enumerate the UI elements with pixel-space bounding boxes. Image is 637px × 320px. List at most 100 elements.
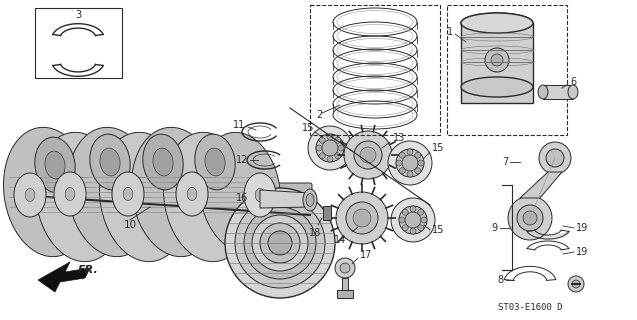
Circle shape	[402, 209, 408, 215]
Text: 6: 6	[570, 77, 576, 87]
Text: 9: 9	[491, 223, 497, 233]
Ellipse shape	[205, 148, 225, 176]
Circle shape	[418, 209, 424, 215]
Circle shape	[391, 198, 435, 242]
Circle shape	[568, 276, 584, 292]
Bar	[310, 5, 440, 135]
Text: 15: 15	[432, 225, 445, 235]
Circle shape	[344, 131, 392, 179]
Bar	[323, 206, 331, 220]
Circle shape	[421, 217, 427, 223]
Circle shape	[418, 160, 424, 166]
Bar	[461, 23, 533, 103]
Text: 11: 11	[233, 120, 245, 130]
Circle shape	[327, 156, 333, 162]
Ellipse shape	[65, 188, 75, 201]
Text: 12: 12	[236, 155, 248, 165]
Circle shape	[338, 145, 344, 151]
Text: 19: 19	[576, 223, 588, 233]
Ellipse shape	[306, 194, 314, 206]
Circle shape	[407, 149, 413, 155]
Ellipse shape	[131, 127, 220, 257]
Text: 13: 13	[393, 133, 405, 143]
Ellipse shape	[90, 134, 130, 190]
Circle shape	[402, 225, 408, 231]
Circle shape	[335, 258, 355, 278]
Text: ST03-E1600 D: ST03-E1600 D	[497, 303, 562, 313]
Circle shape	[327, 134, 333, 140]
Circle shape	[336, 192, 388, 244]
Polygon shape	[38, 262, 90, 292]
Circle shape	[508, 196, 552, 240]
Circle shape	[399, 206, 427, 234]
Circle shape	[235, 198, 325, 288]
Ellipse shape	[176, 172, 208, 216]
Circle shape	[225, 188, 335, 298]
Bar	[35, 8, 122, 78]
Circle shape	[353, 209, 371, 227]
Circle shape	[399, 217, 405, 223]
Ellipse shape	[143, 134, 183, 190]
Ellipse shape	[461, 77, 533, 97]
Circle shape	[546, 149, 564, 167]
Circle shape	[517, 205, 543, 231]
Text: 7: 7	[502, 157, 508, 167]
Bar	[447, 5, 567, 135]
Ellipse shape	[568, 85, 578, 99]
Circle shape	[252, 215, 308, 271]
Text: 18: 18	[309, 228, 321, 238]
Ellipse shape	[244, 173, 276, 217]
Ellipse shape	[461, 13, 533, 33]
Circle shape	[399, 168, 405, 174]
Circle shape	[396, 149, 424, 177]
Text: 2: 2	[316, 110, 322, 120]
Polygon shape	[260, 190, 310, 208]
Text: FR.: FR.	[78, 265, 99, 275]
Circle shape	[319, 153, 326, 159]
Ellipse shape	[112, 172, 144, 216]
Ellipse shape	[54, 172, 86, 216]
Ellipse shape	[255, 188, 265, 202]
Circle shape	[340, 263, 350, 273]
Text: 17: 17	[360, 250, 373, 260]
Ellipse shape	[14, 173, 46, 217]
Ellipse shape	[195, 134, 235, 190]
Circle shape	[335, 137, 341, 143]
Circle shape	[491, 54, 503, 66]
Text: 15: 15	[432, 143, 445, 153]
Ellipse shape	[3, 127, 92, 257]
Ellipse shape	[45, 151, 65, 179]
Circle shape	[572, 280, 580, 288]
Ellipse shape	[153, 148, 173, 176]
FancyBboxPatch shape	[18, 183, 312, 209]
Circle shape	[410, 206, 416, 212]
Circle shape	[308, 126, 352, 170]
Ellipse shape	[36, 132, 124, 262]
Bar	[543, 85, 573, 99]
Ellipse shape	[100, 148, 120, 176]
Ellipse shape	[461, 13, 533, 33]
Ellipse shape	[25, 188, 35, 202]
Circle shape	[319, 137, 326, 143]
Circle shape	[244, 207, 316, 279]
Circle shape	[396, 160, 402, 166]
Ellipse shape	[303, 189, 317, 211]
Text: 1: 1	[447, 27, 453, 37]
Text: 8: 8	[498, 275, 504, 285]
Circle shape	[418, 225, 424, 231]
Circle shape	[260, 223, 300, 263]
Circle shape	[268, 231, 292, 255]
Ellipse shape	[123, 188, 132, 201]
Circle shape	[415, 152, 421, 158]
Text: 19: 19	[576, 247, 588, 257]
Ellipse shape	[99, 132, 189, 262]
Circle shape	[360, 147, 376, 163]
Bar	[342, 278, 348, 294]
Ellipse shape	[35, 137, 75, 193]
Circle shape	[523, 211, 537, 225]
Bar	[337, 290, 353, 298]
Ellipse shape	[164, 132, 252, 262]
Text: 15: 15	[302, 123, 314, 133]
Circle shape	[402, 155, 418, 171]
Circle shape	[410, 228, 416, 234]
